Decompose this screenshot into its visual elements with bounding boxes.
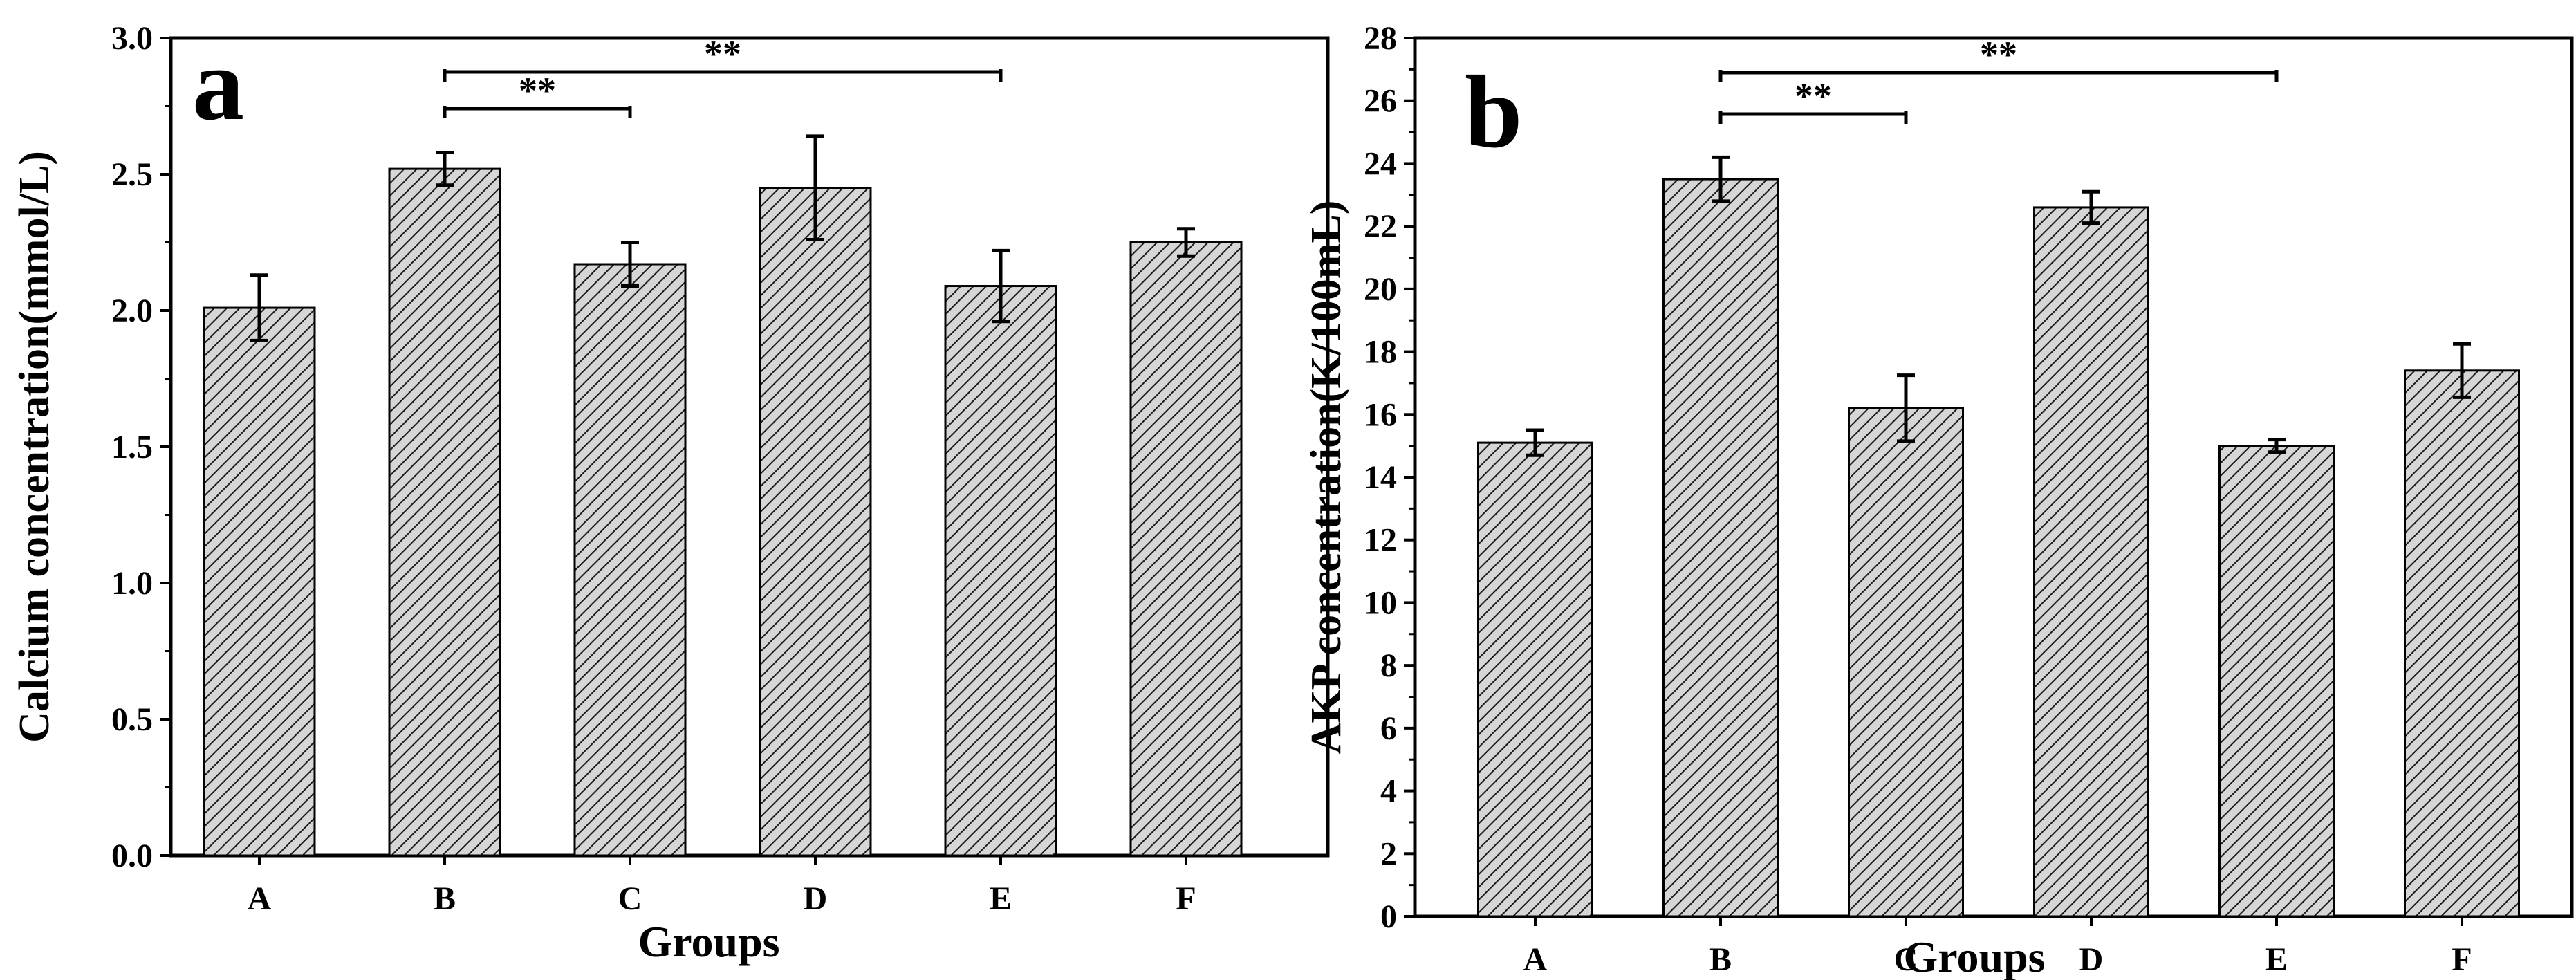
x-axis-label-a: Groups — [638, 917, 779, 966]
y-tick-label-b-5: 10 — [1364, 584, 1397, 621]
x-tick-label-a-B: B — [434, 880, 456, 917]
bar-b-F — [2404, 369, 2520, 918]
error-bar-b-C — [1897, 373, 1915, 443]
significance-bracket-b-B-C: ** — [1718, 75, 1908, 124]
y-tick-label-b-3: 6 — [1380, 710, 1397, 747]
significance-label-b-B-E: ** — [1980, 34, 2017, 75]
y-tick-label-b-4: 8 — [1380, 647, 1397, 684]
x-ticks-b: A B C D E F — [1523, 916, 2472, 978]
error-bar-b-E — [2268, 438, 2286, 454]
y-tick-label-b-10: 20 — [1364, 271, 1397, 308]
bar-a-C — [573, 263, 687, 857]
x-ticks-a: A B C D E F — [248, 856, 1196, 917]
x-tick-label-b-D: D — [2079, 941, 2104, 978]
bar-a-D — [759, 187, 872, 857]
y-tick-label-a-1: 0.5 — [111, 701, 153, 738]
y-tick-label-b-6: 12 — [1364, 522, 1397, 559]
y-tick-label-b-7: 14 — [1364, 459, 1397, 496]
significance-bracket-b-B-E: ** — [1718, 34, 2279, 82]
error-bar-a-B — [436, 150, 454, 187]
panel-label-a: a — [192, 27, 244, 142]
y-tick-label-a-0: 0.0 — [111, 838, 153, 874]
y-tick-label-b-11: 22 — [1364, 208, 1397, 245]
y-tick-label-a-5: 2.5 — [111, 156, 153, 193]
error-bar-b-B — [1712, 155, 1730, 203]
y-tick-label-a-2: 1.0 — [111, 565, 153, 602]
x-axis-label-b: Groups — [1903, 932, 2045, 980]
y-tick-label-b-1: 2 — [1380, 835, 1397, 872]
error-bar-b-D — [2082, 189, 2100, 225]
error-bars-a — [250, 134, 1195, 342]
bar-a-F — [1129, 241, 1243, 857]
error-bar-a-D — [806, 134, 824, 242]
y-axis-label-b: AKP concentration(K/100mL) — [1303, 201, 1350, 755]
bar-b-D — [2033, 206, 2149, 918]
error-bars-b — [1526, 155, 2471, 457]
error-bar-b-F — [2453, 342, 2471, 399]
error-bar-a-C — [621, 241, 639, 288]
panel-label-b: b — [1465, 55, 1522, 169]
bar-a-B — [388, 167, 501, 857]
bar-a-E — [944, 285, 1057, 857]
x-tick-label-a-F: F — [1176, 880, 1196, 917]
bar-b-C — [1848, 407, 1964, 918]
significance-b: ** ** — [1718, 34, 2279, 124]
x-tick-label-a-A: A — [248, 880, 272, 917]
y-tick-label-b-14: 28 — [1364, 20, 1397, 57]
y-tick-label-a-6: 3.0 — [111, 20, 153, 57]
significance-label-a-B-E: ** — [704, 33, 741, 75]
x-tick-label-b-E: E — [2265, 941, 2288, 978]
x-tick-label-a-D: D — [804, 880, 828, 917]
bar-a-A — [203, 306, 316, 857]
y-tick-label-a-3: 1.5 — [111, 429, 153, 465]
significance-bracket-a-B-E: ** — [443, 33, 1003, 82]
y-tick-label-a-4: 2.0 — [111, 293, 153, 329]
significance-bracket-a-B-C: ** — [443, 70, 632, 118]
y-tick-label-b-12: 24 — [1364, 145, 1397, 182]
bar-b-B — [1662, 178, 1779, 918]
x-tick-label-a-E: E — [990, 880, 1012, 917]
bar-b-A — [1477, 441, 1593, 918]
bars-a — [203, 167, 1243, 857]
error-bar-b-A — [1526, 428, 1544, 457]
error-bar-a-F — [1177, 227, 1195, 258]
error-bar-a-E — [992, 248, 1010, 324]
y-tick-label-b-13: 26 — [1364, 83, 1397, 120]
y-tick-label-b-8: 16 — [1364, 396, 1397, 433]
chart-panel-a: ** ** 0.0 0.5 1.0 1.5 2.0 2.5 3.0 A B C D E F a Grou… — [11, 20, 1330, 966]
x-tick-label-b-C: C — [1894, 941, 1918, 978]
y-tick-label-b-9: 18 — [1364, 334, 1397, 371]
error-bar-a-A — [250, 273, 268, 342]
x-tick-label-b-A: A — [1523, 941, 1548, 978]
significance-a: ** ** — [443, 33, 1003, 118]
y-tick-label-b-2: 4 — [1380, 773, 1397, 810]
y-axis-label-a: Calcium concentration(mmol/L) — [11, 151, 58, 743]
x-tick-label-a-C: C — [618, 880, 642, 917]
significance-label-a-B-C: ** — [519, 70, 556, 111]
y-ticks-a: 0.0 0.5 1.0 1.5 2.0 2.5 3.0 — [111, 20, 171, 874]
x-tick-label-b-B: B — [1709, 941, 1732, 978]
x-tick-label-b-F: F — [2452, 941, 2472, 978]
y-tick-label-b-0: 0 — [1380, 898, 1397, 935]
bar-b-E — [2218, 445, 2335, 918]
bars-b — [1477, 178, 2520, 918]
significance-label-b-B-C: ** — [1795, 75, 1832, 117]
